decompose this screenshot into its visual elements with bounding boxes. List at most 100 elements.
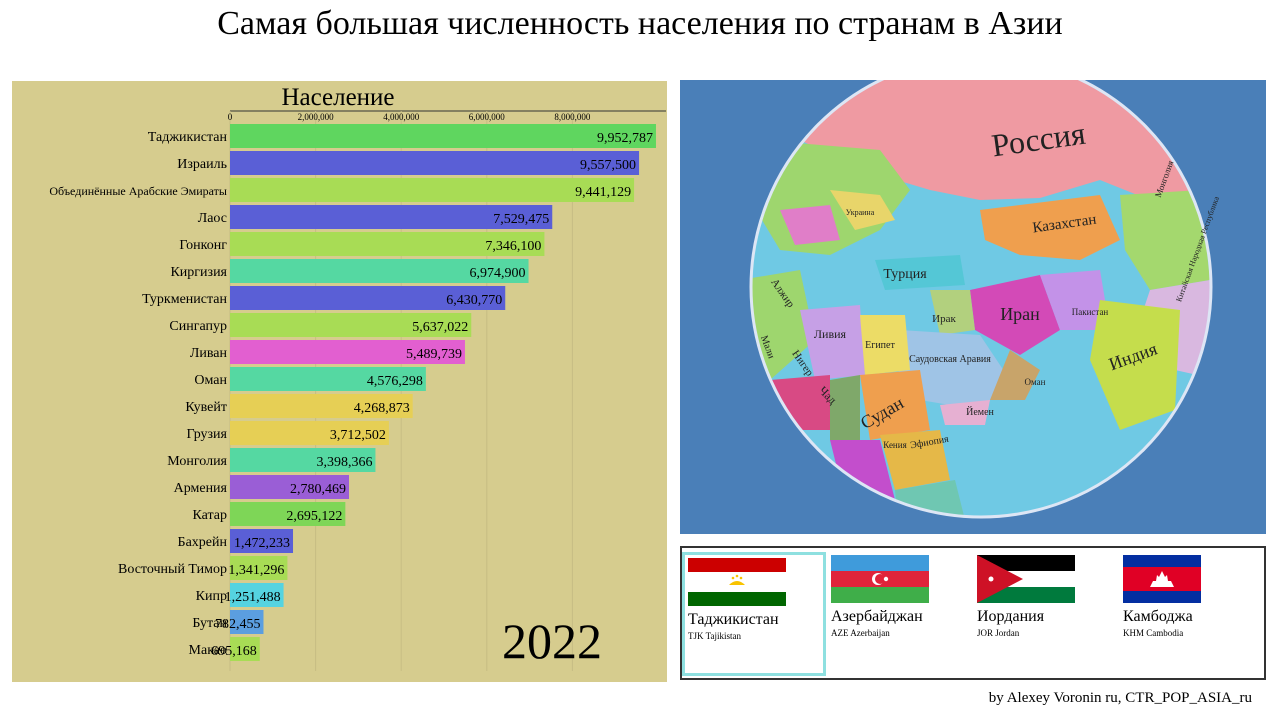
value-label: 2,695,122 <box>286 509 342 524</box>
x-tick-label: 4,000,000 <box>383 112 420 122</box>
category-label: Бахрейн <box>178 535 228 550</box>
map-country-label: Ливия <box>814 327 847 341</box>
value-label: 1,472,233 <box>234 536 290 551</box>
bar-chart: Население 0 2,000,000 4,000,000 6,000,000 8,0… <box>49 84 666 671</box>
value-label: 3,398,366 <box>316 455 372 470</box>
category-label: Гонконг <box>179 238 227 253</box>
flag-country-code: TJK Tajikistan <box>688 631 741 641</box>
value-label: 6,430,770 <box>446 293 502 308</box>
flag-card-cambodia: Камбоджа KHM Cambodia <box>1120 552 1264 676</box>
value-label: 3,712,502 <box>330 428 386 443</box>
x-tick-label: 2,000,000 <box>298 112 335 122</box>
category-label: Макао <box>189 643 227 658</box>
value-label: 4,268,873 <box>354 401 410 416</box>
value-label: 9,557,500 <box>580 158 636 173</box>
map-country-label: Турция <box>883 267 927 282</box>
map-country-label: Украина <box>846 208 875 217</box>
value-label: 782,455 <box>215 617 261 632</box>
bar <box>230 502 346 526</box>
map-country-label: Иран <box>1000 304 1040 324</box>
bar <box>230 637 260 661</box>
category-label: Кувейт <box>185 400 227 415</box>
bar <box>230 151 640 175</box>
bar <box>230 583 284 607</box>
bar <box>230 394 413 418</box>
map-region <box>875 255 965 290</box>
map-region <box>930 290 975 335</box>
map-region <box>970 275 1060 355</box>
value-label: 6,974,900 <box>470 266 526 281</box>
value-label: 4,576,298 <box>367 374 423 389</box>
bar <box>230 367 426 391</box>
category-label: Сингапур <box>169 319 227 334</box>
flag-country-name: Таджикистан <box>688 611 779 628</box>
category-label: Таджикистан <box>148 130 228 145</box>
tajikistan-flag-icon <box>688 558 786 606</box>
map-region <box>880 430 950 490</box>
category-label: Монголия <box>167 454 227 469</box>
bar <box>230 529 294 553</box>
globe-map: Россия Казахстан Монголия Китайская Народна… <box>680 80 1266 534</box>
map-region <box>895 480 970 517</box>
map-region <box>980 195 1120 260</box>
flag-country-code: KHM Cambodia <box>1123 628 1184 638</box>
map-country-label: Саудовская Аравия <box>909 354 991 365</box>
map-region <box>1120 190 1210 290</box>
jordan-flag-icon <box>977 555 1075 603</box>
category-label: Оман <box>194 373 227 388</box>
bar <box>230 421 389 445</box>
value-label: 9,441,129 <box>575 185 631 200</box>
bar <box>230 448 376 472</box>
category-label: Лаос <box>198 211 227 226</box>
bar <box>230 610 264 634</box>
map-country-label: Ирак <box>932 313 956 325</box>
map-region <box>940 400 990 425</box>
value-label: 2,780,469 <box>290 482 346 497</box>
category-label: Ливан <box>190 346 228 361</box>
x-tick-label: 8,000,000 <box>554 112 591 122</box>
bar <box>230 313 472 337</box>
x-tick-label: 6,000,000 <box>469 112 506 122</box>
bar <box>230 475 350 499</box>
flag-country-name: Иордания <box>977 608 1045 625</box>
flag-country-code: AZE Azerbaijan <box>831 628 890 638</box>
value-label: 7,346,100 <box>485 239 541 254</box>
flag-card-tajikistan: Таджикистан TJK Tajikistan <box>682 552 826 676</box>
flag-country-name: Камбоджа <box>1123 608 1193 625</box>
bar <box>230 340 465 364</box>
value-label: 695,168 <box>211 644 257 659</box>
map-region <box>990 350 1040 400</box>
year-label: 2022 <box>502 613 602 669</box>
category-label: Катар <box>192 508 227 523</box>
category-label: Туркменистан <box>142 292 227 307</box>
map-country-label: Йемен <box>966 406 994 418</box>
chart-title: Население <box>281 84 394 111</box>
value-label: 5,489,739 <box>406 347 462 362</box>
bar <box>230 556 288 580</box>
category-label: Кипр <box>196 589 227 604</box>
map-country-label: Кения <box>883 440 906 450</box>
map-country-label: Египет <box>865 340 895 351</box>
category-label: Бутан <box>192 616 227 631</box>
map-region <box>860 370 930 440</box>
value-label: 7,529,475 <box>493 212 549 227</box>
page-title: Самая большая численность населения по с… <box>217 5 1063 42</box>
bar <box>230 259 529 283</box>
bar <box>230 232 545 256</box>
category-label: Восточный Тимор <box>118 562 227 577</box>
map-region <box>830 190 895 230</box>
flag-card-jordan: Иордания JOR Jordan <box>974 552 1118 676</box>
map-country-label: Пакистан <box>1072 307 1109 317</box>
azerbaijan-flag-icon <box>831 555 929 603</box>
map-country-label: Оман <box>1025 377 1046 387</box>
flag-country-name: Азербайджан <box>831 608 923 625</box>
value-label: 9,952,787 <box>597 131 653 146</box>
credit-text: by Alexey Voronin ru, CTR_POP_ASIA_ru <box>988 690 1252 706</box>
bar <box>230 205 553 229</box>
category-label: Грузия <box>187 427 228 442</box>
flag-legend-panel: Таджикистан TJK Tajikistan Азербайджан A… <box>680 546 1266 680</box>
bar <box>230 124 656 148</box>
category-label: Киргизия <box>170 265 227 280</box>
bar-chart-panel: Население 0 2,000,000 4,000,000 6,000,000 8,0… <box>12 81 667 682</box>
